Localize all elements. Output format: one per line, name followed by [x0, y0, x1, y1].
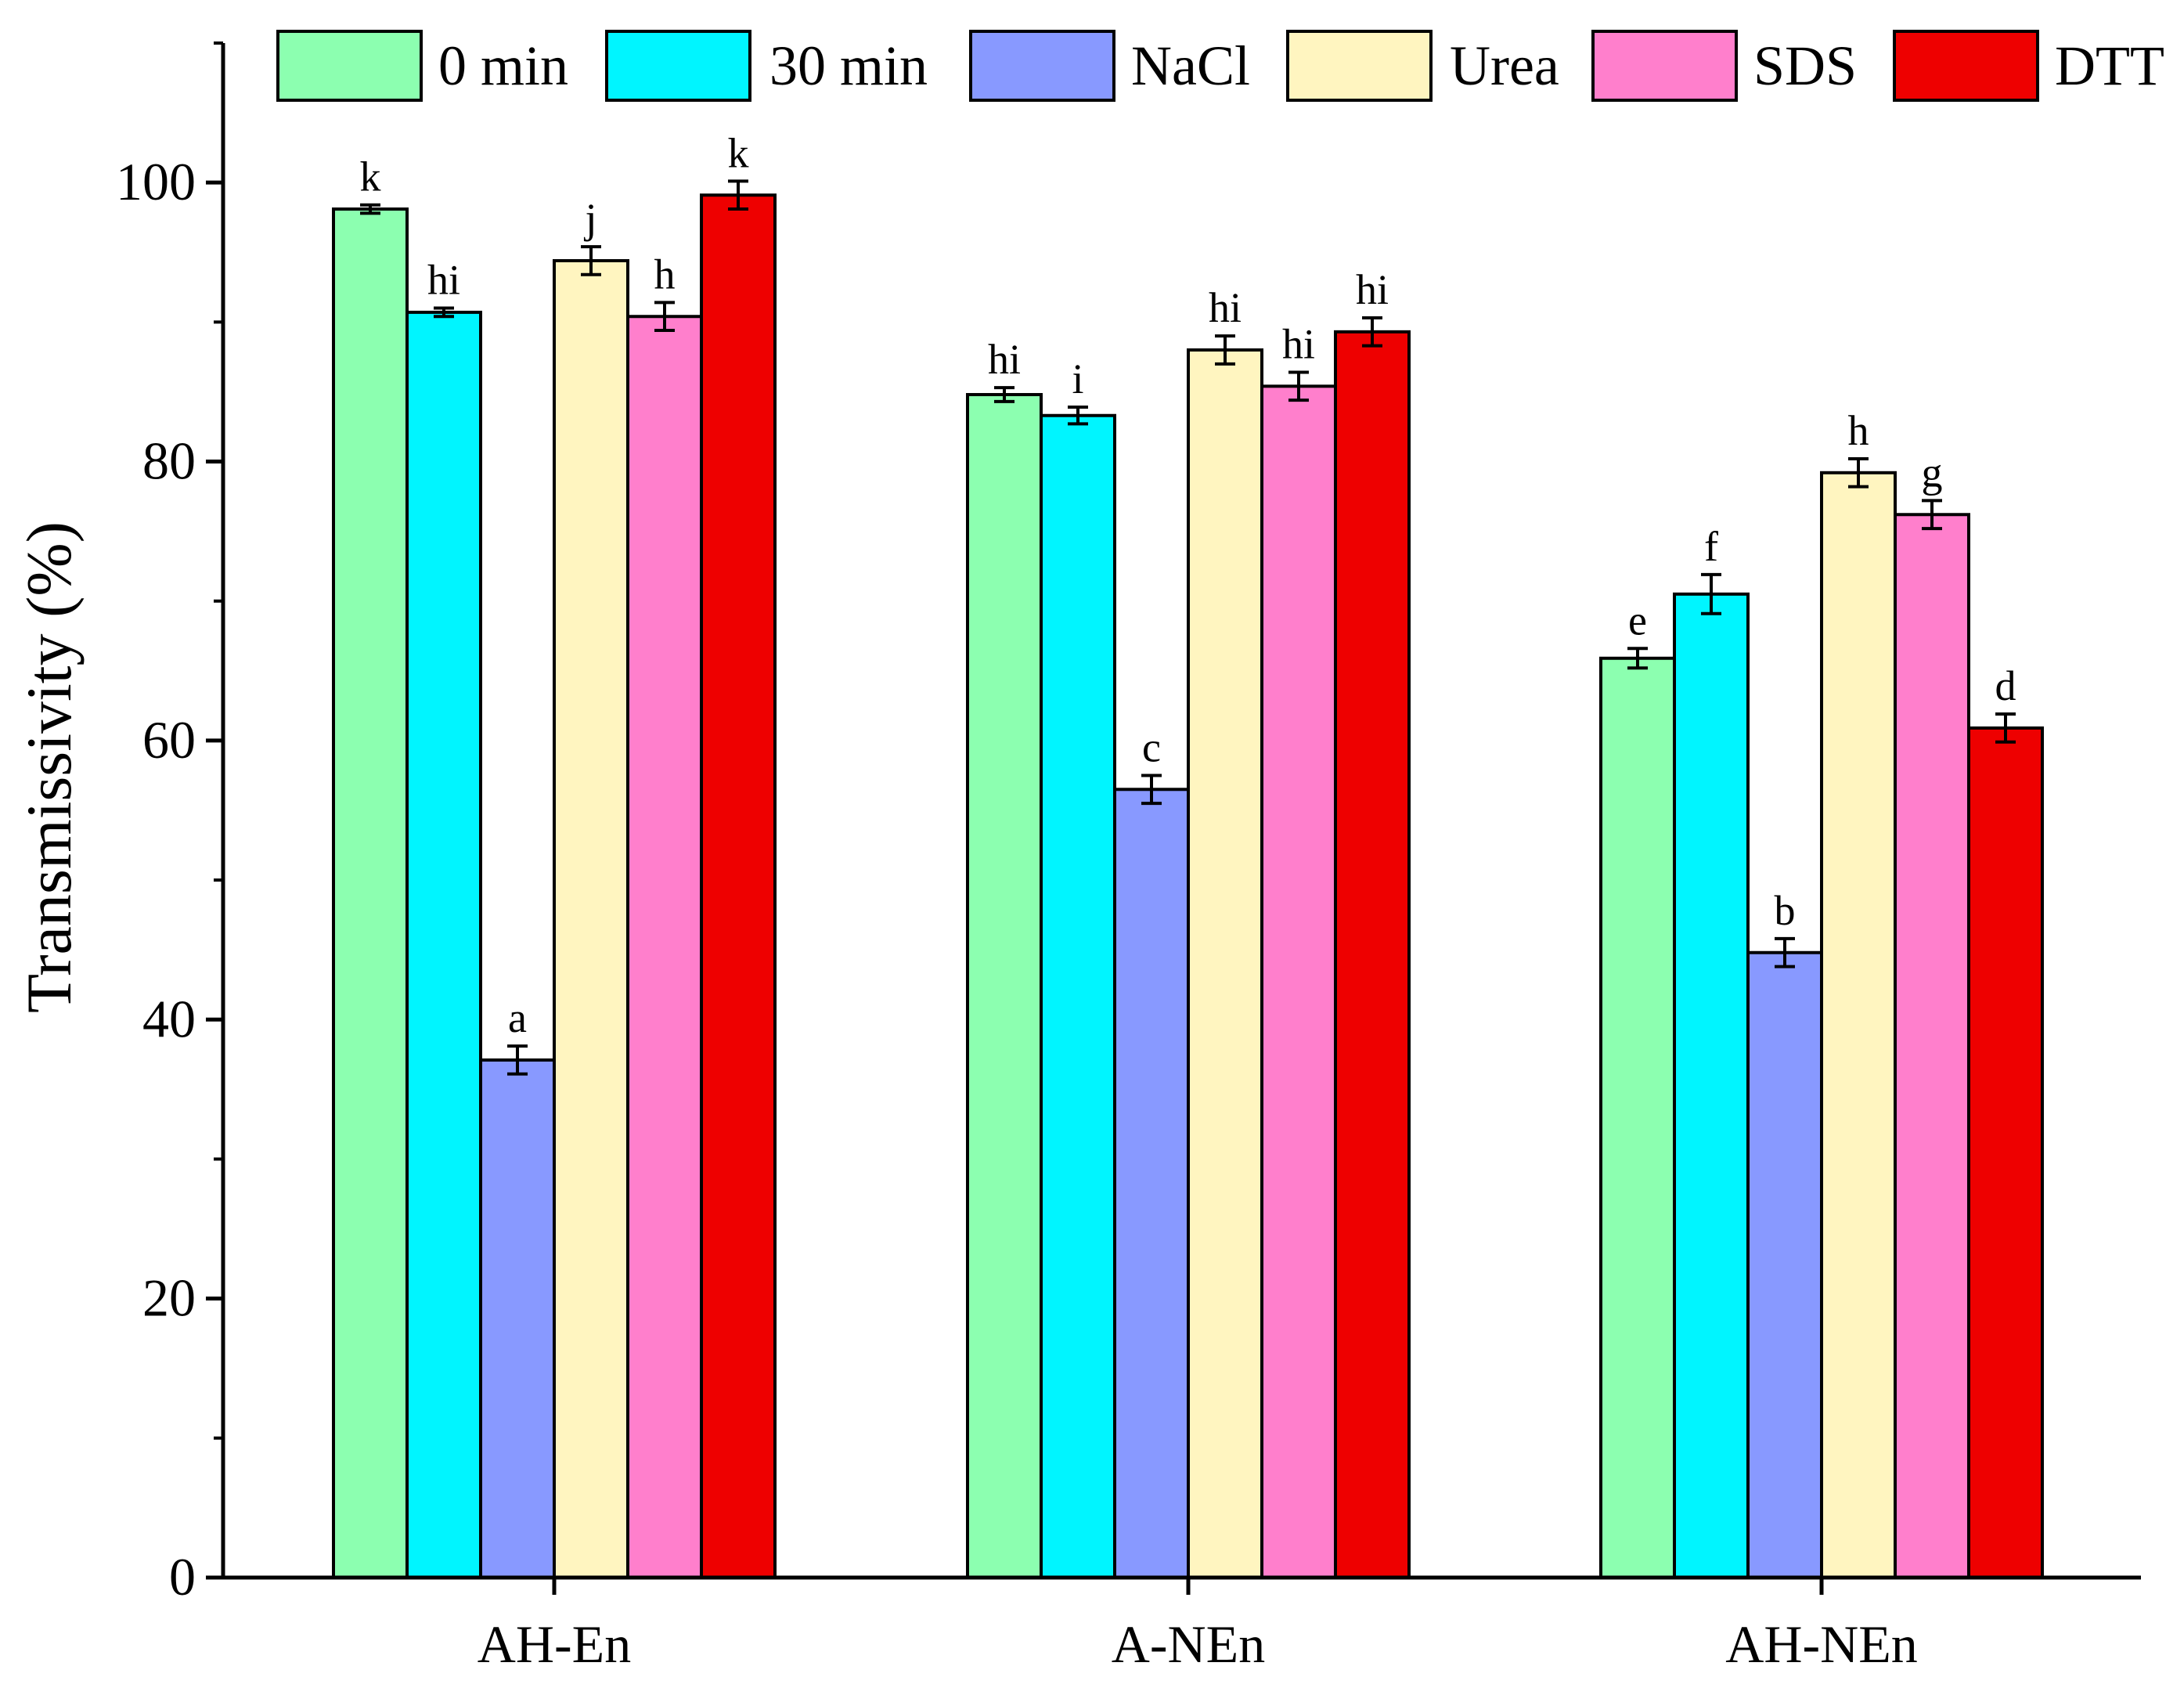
bar [1967, 726, 2044, 1580]
significance-letter: hi [427, 257, 460, 304]
bar [479, 1058, 556, 1579]
y-tick-label: 40 [142, 989, 196, 1048]
bar [1334, 330, 1411, 1580]
legend-swatch [1893, 30, 2039, 102]
significance-letter: h [1848, 407, 1869, 454]
bar [1113, 788, 1190, 1579]
legend-label: 0 min [438, 34, 568, 97]
bar [553, 258, 629, 1579]
significance-letter: i [1072, 355, 1083, 402]
legend-label: 30 min [769, 34, 928, 97]
legend-swatch [605, 30, 751, 102]
significance-letter: k [728, 129, 749, 176]
y-tick-label: 80 [142, 431, 196, 491]
significance-letter: hi [988, 336, 1021, 383]
significance-letter: hi [1209, 284, 1242, 331]
significance-letter: hi [1356, 266, 1389, 313]
axes-layer: 0 20 40 60 80 100 AH-En A-NEn AH-NEn [116, 41, 2141, 1674]
legend-label: DTT [2055, 34, 2164, 97]
significance-letter: j [583, 195, 596, 242]
legend-label: Urea [1450, 34, 1559, 97]
bar [966, 393, 1043, 1579]
y-tick-label: 60 [142, 710, 196, 770]
y-axis-title: Transmissivity (%) [13, 521, 85, 1013]
significance-letter: hi [1282, 321, 1315, 368]
error-bars-layer [360, 179, 2016, 1076]
y-tick-label: 100 [116, 152, 196, 211]
significance-letter: c [1142, 723, 1161, 770]
significance-letter: e [1628, 597, 1647, 644]
bar [332, 207, 409, 1579]
x-tick-label: AH-NEn [1725, 1614, 1918, 1674]
legend-swatch [1591, 30, 1738, 102]
bar [1599, 656, 1676, 1579]
significance-letter: f [1704, 523, 1718, 570]
significance-letter: a [508, 994, 527, 1041]
bar [700, 193, 777, 1580]
bar [1894, 513, 1970, 1579]
bar [1040, 413, 1116, 1579]
x-tick-label: AH-En [478, 1614, 631, 1674]
bar [1260, 384, 1337, 1579]
significance-letter: b [1775, 887, 1796, 934]
legend-swatch [969, 30, 1115, 102]
legend: 0 min 30 min NaCl Urea SDS DTT [276, 30, 2164, 102]
legend-swatch [1286, 30, 1433, 102]
legend-label: NaCl [1131, 34, 1250, 97]
bar [405, 310, 482, 1580]
bar [1746, 950, 1823, 1579]
bar [1187, 348, 1263, 1579]
significance-letter: d [1995, 662, 2016, 709]
legend-swatch [276, 30, 423, 102]
y-tick-label: 20 [142, 1268, 196, 1328]
significance-letter: k [360, 153, 381, 200]
bars-layer [332, 193, 2044, 1580]
significance-letter: h [654, 251, 676, 298]
legend-label: SDS [1753, 34, 1857, 97]
bar [1820, 471, 1897, 1579]
bar [1673, 592, 1750, 1579]
y-tick-label: 0 [169, 1547, 196, 1607]
significance-letter: g [1922, 449, 1943, 496]
bar [626, 315, 703, 1580]
x-tick-label: A-NEn [1112, 1614, 1265, 1674]
